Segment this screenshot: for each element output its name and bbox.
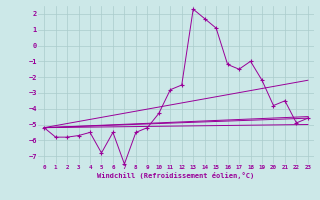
X-axis label: Windchill (Refroidissement éolien,°C): Windchill (Refroidissement éolien,°C) [97,172,255,179]
